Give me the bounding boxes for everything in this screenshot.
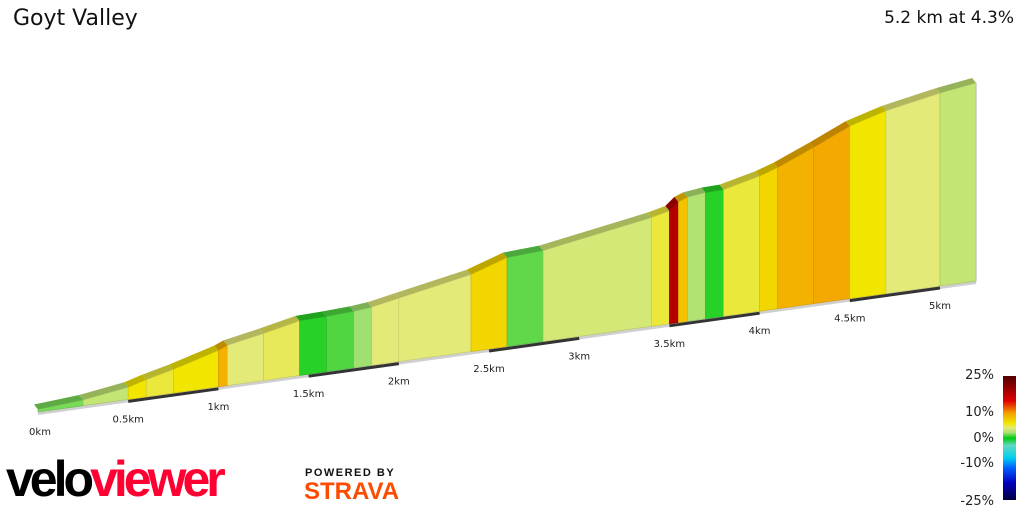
- segment-summary: 5.2 km at 4.3%: [884, 8, 1014, 28]
- profile-segment: [506, 250, 544, 347]
- profile-segment-top: [881, 88, 940, 111]
- profile-segment-top: [503, 245, 544, 258]
- profile-segment: [542, 217, 652, 342]
- powered-by-text: POWERED BY: [305, 467, 396, 479]
- profile-segment-top: [295, 311, 327, 321]
- profile-segment: [651, 210, 670, 327]
- veloviewer-logo: veloviewer: [6, 451, 226, 507]
- distance-axis-bar: [669, 311, 760, 328]
- x-tick-label: 3.5km: [654, 339, 685, 350]
- x-tick-label: 5km: [929, 301, 951, 312]
- profile-segment-top: [539, 212, 652, 251]
- profile-segment-top: [674, 192, 688, 202]
- profile-segment-top: [647, 205, 670, 218]
- profile-segment-top: [322, 306, 354, 317]
- profile-segment: [705, 189, 724, 320]
- segment-title: Goyt Valley: [13, 6, 138, 31]
- profile-segment-top: [34, 394, 84, 410]
- legend-label-0: 0%: [973, 431, 994, 446]
- legend-label-25: 25%: [965, 368, 994, 383]
- profile-segment: [777, 146, 815, 310]
- strava-logo: STRAVA: [304, 478, 400, 505]
- profile-segment: [218, 344, 228, 388]
- distance-axis-bar: [488, 336, 580, 353]
- profile-segment-top: [79, 382, 129, 400]
- profile-segment-top: [719, 171, 760, 190]
- x-tick-label: 2km: [388, 377, 410, 388]
- profile-segment-top: [809, 121, 850, 148]
- x-tick-label: 0.5km: [112, 414, 143, 425]
- x-tick-label: 4km: [749, 326, 771, 337]
- profile-segment-top: [683, 187, 706, 198]
- x-tick-label: 2.5km: [473, 364, 504, 375]
- profile-segment: [669, 201, 679, 325]
- profile-segment: [353, 306, 373, 369]
- profile-segment-top: [259, 315, 300, 334]
- profile-segment: [813, 125, 851, 304]
- x-tick-label: 1km: [207, 402, 229, 413]
- distance-axis-bar: [127, 387, 219, 403]
- profile-segment: [939, 82, 977, 287]
- profile-segment: [885, 92, 941, 294]
- profile-segment-top: [169, 345, 219, 370]
- profile-segment-top: [223, 328, 264, 346]
- distance-axis-bar: [308, 362, 400, 378]
- profile-segment-top: [701, 184, 724, 193]
- profile-segment: [326, 311, 355, 373]
- x-tick-label: 1.5km: [293, 389, 324, 400]
- profile-segment: [299, 316, 327, 376]
- profile-segment-top: [214, 340, 228, 351]
- x-tick-label: 4.5km: [834, 314, 865, 325]
- legend-label-minus25: -25%: [960, 494, 994, 509]
- profile-segment: [759, 167, 778, 312]
- x-tick-label: 0km: [29, 427, 51, 438]
- profile-segment-top: [845, 105, 886, 127]
- profile-segment: [371, 297, 400, 366]
- profile-segment-top: [466, 252, 508, 275]
- profile-segment: [678, 196, 688, 323]
- profile-segment-top: [936, 77, 977, 94]
- profile-segment: [398, 274, 472, 362]
- x-tick-label: 3km: [568, 351, 590, 362]
- profile-segment-top: [142, 364, 174, 380]
- profile-segment-top: [394, 269, 471, 299]
- profile-segment: [849, 110, 887, 299]
- profile-segment-top: [755, 162, 778, 177]
- profile-segment-top: [349, 302, 372, 312]
- gradient-color-legend: [1003, 376, 1016, 500]
- profile-segment-top: [773, 142, 814, 168]
- profile-segment: [687, 192, 706, 322]
- profile-segment-top: [367, 293, 399, 308]
- profile-segment: [723, 175, 760, 317]
- profile-segment-top: [665, 196, 679, 211]
- profile-segment: [470, 257, 508, 352]
- distance-axis-bar: [849, 286, 941, 303]
- profile-segment-top: [124, 374, 147, 388]
- legend-label-10: 10%: [965, 405, 994, 420]
- legend-label-minus10: -10%: [960, 456, 994, 471]
